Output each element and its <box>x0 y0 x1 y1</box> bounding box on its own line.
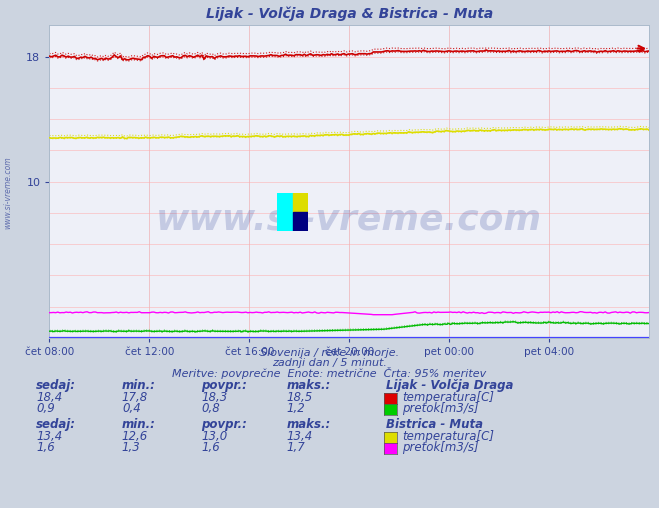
Text: 1,6: 1,6 <box>201 441 219 454</box>
Text: povpr.:: povpr.: <box>201 418 247 431</box>
Text: Lijak - Volčja Draga: Lijak - Volčja Draga <box>386 378 513 392</box>
Text: temperatura[C]: temperatura[C] <box>402 430 494 443</box>
Text: sedaj:: sedaj: <box>36 418 76 431</box>
Text: pretok[m3/s]: pretok[m3/s] <box>402 402 478 415</box>
Text: pretok[m3/s]: pretok[m3/s] <box>402 441 478 454</box>
Text: www.si-vreme.com: www.si-vreme.com <box>156 202 542 236</box>
Text: 18,5: 18,5 <box>287 391 313 404</box>
Text: maks.:: maks.: <box>287 418 331 431</box>
Text: 1,7: 1,7 <box>287 441 305 454</box>
Text: povpr.:: povpr.: <box>201 378 247 392</box>
Text: min.:: min.: <box>122 378 156 392</box>
Text: 18,3: 18,3 <box>201 391 227 404</box>
Text: sedaj:: sedaj: <box>36 378 76 392</box>
Text: 0,4: 0,4 <box>122 402 140 415</box>
Text: Bistrica - Muta: Bistrica - Muta <box>386 418 482 431</box>
Text: 0,9: 0,9 <box>36 402 55 415</box>
Text: 13,4: 13,4 <box>36 430 63 443</box>
Text: zadnji dan / 5 minut.: zadnji dan / 5 minut. <box>272 358 387 368</box>
Bar <box>293 193 308 212</box>
Text: 12,6: 12,6 <box>122 430 148 443</box>
Bar <box>293 212 308 231</box>
Text: 17,8: 17,8 <box>122 391 148 404</box>
Text: www.si-vreme.com: www.si-vreme.com <box>3 157 13 229</box>
Text: min.:: min.: <box>122 418 156 431</box>
Text: 13,4: 13,4 <box>287 430 313 443</box>
Text: 18,4: 18,4 <box>36 391 63 404</box>
Text: Meritve: povprečne  Enote: metrične  Črta: 95% meritev: Meritve: povprečne Enote: metrične Črta:… <box>173 367 486 379</box>
Bar <box>277 193 293 231</box>
Text: 1,3: 1,3 <box>122 441 140 454</box>
Text: temperatura[C]: temperatura[C] <box>402 391 494 404</box>
Text: 13,0: 13,0 <box>201 430 227 443</box>
Text: 0,8: 0,8 <box>201 402 219 415</box>
Text: 1,6: 1,6 <box>36 441 55 454</box>
Text: maks.:: maks.: <box>287 378 331 392</box>
Text: Slovenija / reke in morje.: Slovenija / reke in morje. <box>260 348 399 358</box>
Text: 1,2: 1,2 <box>287 402 305 415</box>
Title: Lijak - Volčja Draga & Bistrica - Muta: Lijak - Volčja Draga & Bistrica - Muta <box>206 7 493 21</box>
